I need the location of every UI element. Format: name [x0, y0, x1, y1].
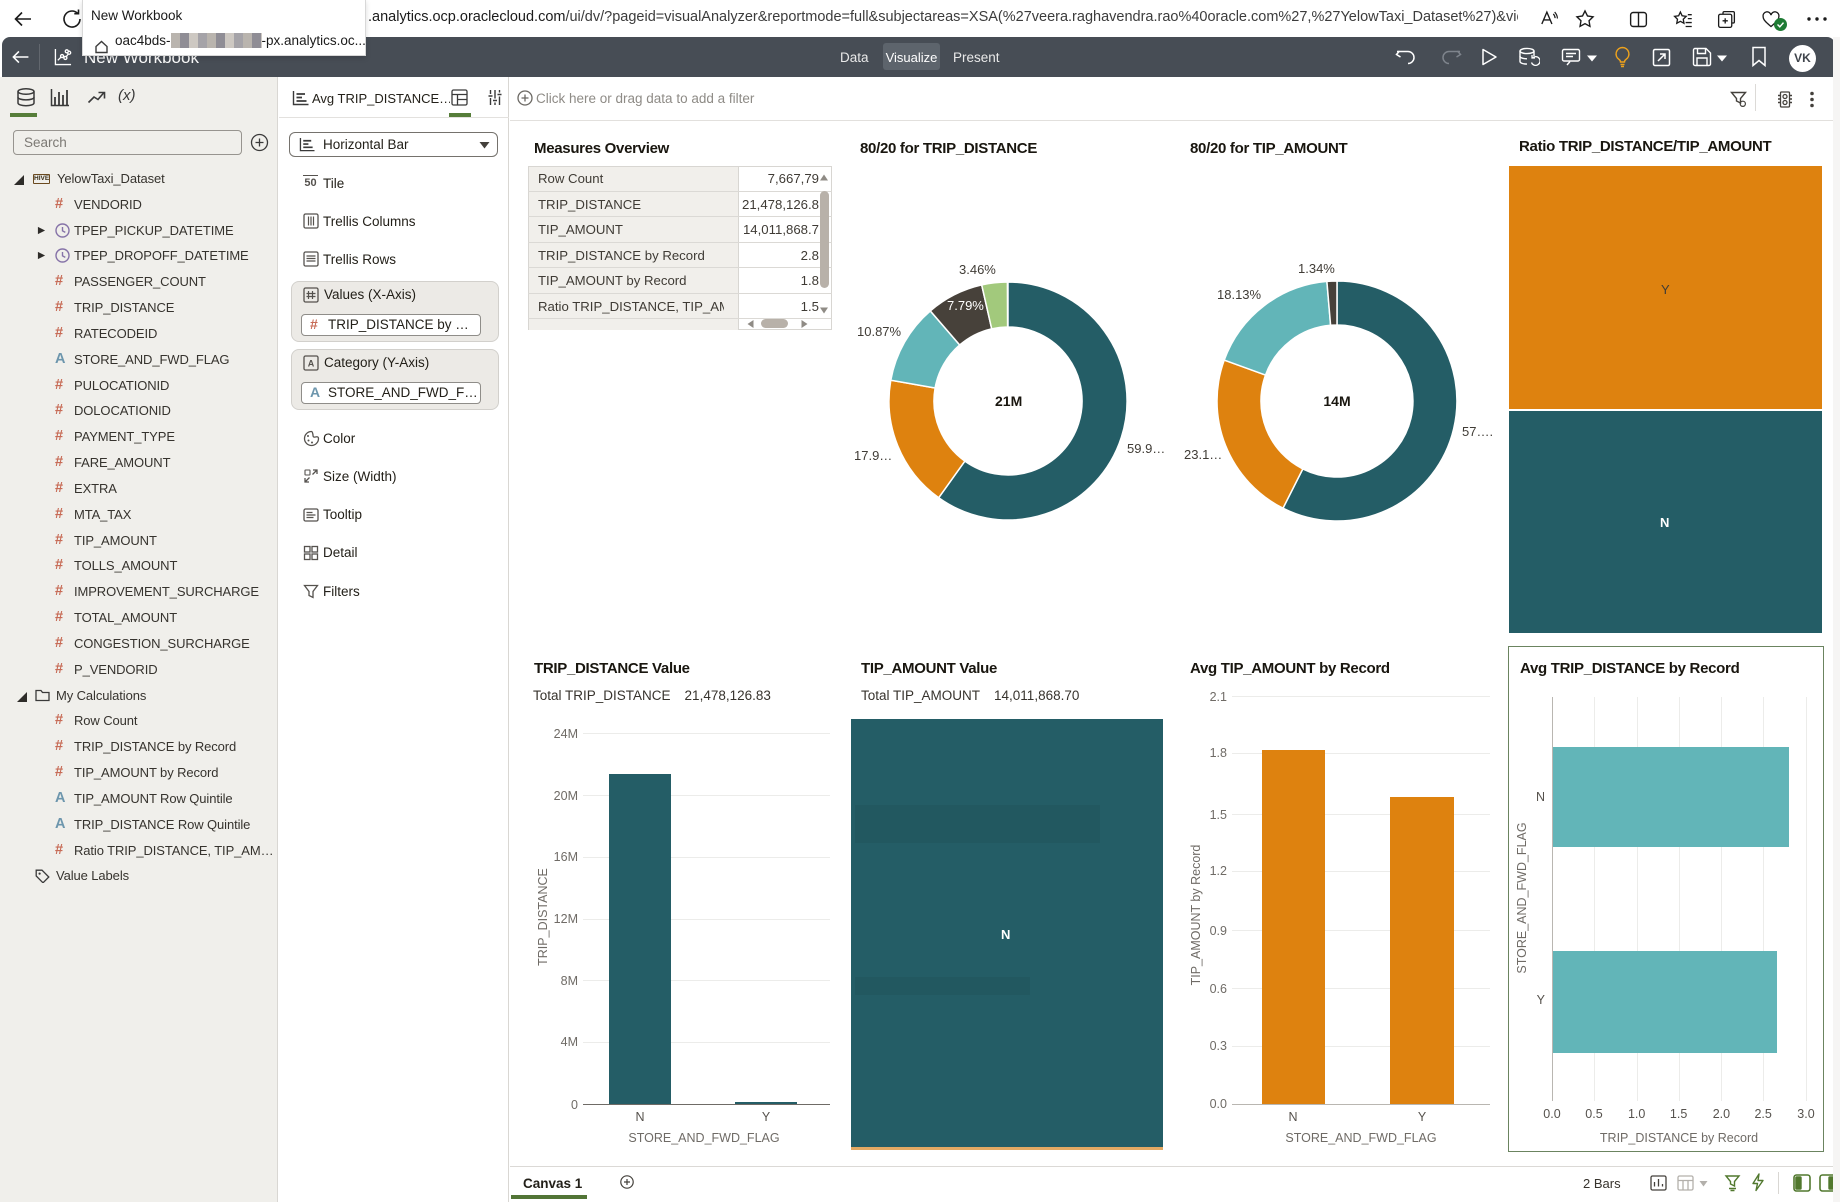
svg-text:A: A: [308, 359, 315, 369]
